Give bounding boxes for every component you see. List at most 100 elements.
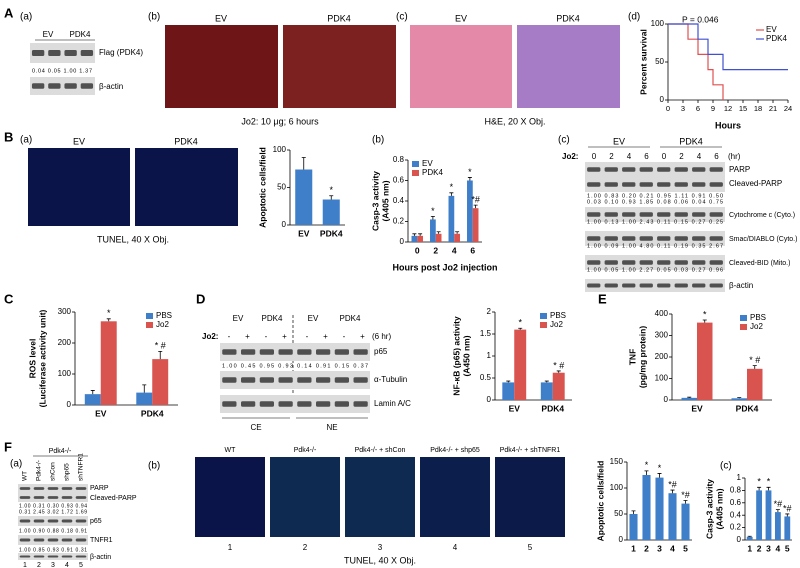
label: 2 [609,152,614,161]
error-bar [556,370,561,373]
y-tick-label: 50 [277,183,286,192]
blot-band [657,182,671,187]
x-tick-label: 0 [415,245,420,255]
blot-band [278,349,293,355]
blot-band [709,283,723,288]
error-bar [757,486,762,491]
tunel-image [28,148,130,226]
significance-mark: * # [553,360,564,370]
blot-band [316,377,331,383]
legend-label: Jo2 [550,320,563,329]
y-axis-label: NF-κB (p65) activity [451,316,461,396]
label: WT [225,447,237,454]
error-bar [158,350,163,360]
error-bar [687,396,692,398]
label: (6 hr) [372,332,391,341]
bar [681,397,697,400]
blot [220,395,370,413]
legend-label: Jo2 [156,320,169,329]
label: Flag (PDK4) [99,48,143,57]
blot [585,231,725,246]
blot-band [353,377,368,383]
label: 1 [228,543,233,552]
significance-mark: * [107,308,111,318]
blot-band [587,212,601,217]
significance-mark: * # [155,341,166,351]
blot-band [33,487,45,490]
x-tick-label: 0 [666,104,670,113]
blot-band [19,487,31,490]
blot-band [80,83,94,89]
subpanel-label: (a) [10,459,22,470]
blot-band [604,283,618,288]
blot [30,77,95,95]
label: Pdk4-/- + shTNFR1 [500,447,561,454]
y-axis-label: (A405 nm) [714,488,724,529]
y-axis-label: (A405 nm) [380,180,390,221]
significance-mark: *# [681,490,690,500]
blot-band [19,555,31,558]
subpanel-label: (b) [148,12,160,23]
liver-photo [165,25,278,108]
bar [448,195,455,242]
bar [668,493,677,540]
bar [784,516,791,540]
subpanel-label: (a) [20,12,32,23]
blot-band [75,555,87,558]
x-tick-label: EV [298,228,310,238]
blot-band [75,496,87,499]
x-tick-label: 2 [433,245,438,255]
y-axis-label: Casp-3 activity [704,479,714,539]
blot-band [692,260,706,265]
error-bar [631,510,636,514]
y-tick-label: 200 [58,338,72,347]
error-bar [737,397,742,399]
blot-band [639,236,653,241]
label: EV [215,13,227,23]
error-bar [473,204,478,209]
label: PDK4 [70,30,91,39]
label: shTNFR1 [78,453,85,481]
blot [30,43,95,63]
blot-band [353,349,368,355]
label: + [245,332,250,341]
blot-band [75,538,87,542]
blot-band [64,50,77,56]
error-bar [301,157,306,170]
blot-band [639,212,653,217]
bar [681,503,690,540]
x-tick-label: 3 [766,543,771,553]
y-tick-label: 300 [655,331,669,340]
significance-mark: * [645,460,649,470]
tunel-image [420,457,490,537]
bar [642,475,651,540]
y-tick-label: 300 [58,307,72,316]
label: 0 [662,152,667,161]
x-tick-label: 24 [784,104,792,113]
label: Pdk4-/- [294,447,317,454]
x-tick-label: 4 [452,245,457,255]
significance-mark: * # [749,355,760,365]
y-tick-label: 0.6 [730,498,742,507]
blot [585,162,725,192]
label: - [228,332,231,341]
label: Jo2: [202,332,218,341]
subpanel-label: (b) [148,461,160,472]
y-tick-label: 0 [67,400,72,409]
subpanel-label: (a) [20,135,32,146]
y-tick-label: 0 [487,395,492,404]
y-tick-label: 100 [610,483,624,492]
blot-band [64,83,77,89]
y-tick-label: 0 [664,395,669,404]
bar [417,235,423,242]
blot-band [604,260,618,265]
blot-band [657,236,671,241]
y-tick-label: 0 [660,95,665,104]
label: p65 [90,518,102,525]
label: 1 [23,562,27,568]
blot-band [709,260,723,265]
legend-label: PBS [750,313,766,322]
label: 0.04 0.05 1.00 1.37 [32,68,92,74]
label: 1.00 0.85 0.93 0.91 0.31 [19,547,87,553]
